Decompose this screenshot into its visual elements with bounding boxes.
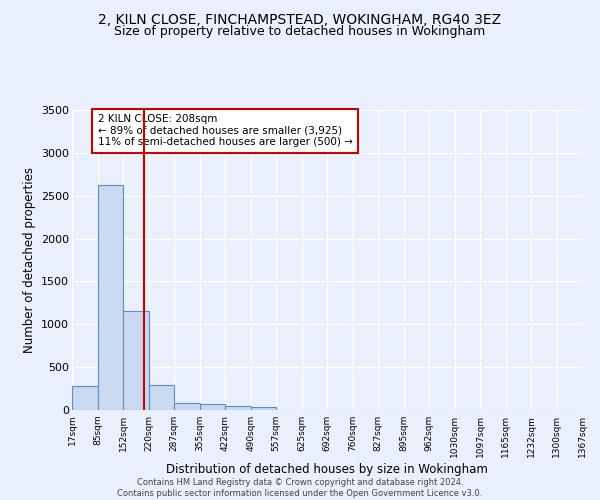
- Bar: [72, 386, 98, 410]
- Bar: [225, 406, 251, 410]
- Bar: [149, 385, 175, 410]
- Bar: [123, 312, 149, 410]
- Text: 2, KILN CLOSE, FINCHAMPSTEAD, WOKINGHAM, RG40 3EZ: 2, KILN CLOSE, FINCHAMPSTEAD, WOKINGHAM,…: [98, 12, 502, 26]
- Text: Contains HM Land Registry data © Crown copyright and database right 2024.
Contai: Contains HM Land Registry data © Crown c…: [118, 478, 482, 498]
- Bar: [174, 402, 200, 410]
- Text: 2 KILN CLOSE: 208sqm
← 89% of detached houses are smaller (3,925)
11% of semi-de: 2 KILN CLOSE: 208sqm ← 89% of detached h…: [98, 114, 353, 148]
- Y-axis label: Number of detached properties: Number of detached properties: [23, 167, 35, 353]
- Text: Size of property relative to detached houses in Wokingham: Size of property relative to detached ho…: [115, 25, 485, 38]
- X-axis label: Distribution of detached houses by size in Wokingham: Distribution of detached houses by size …: [166, 462, 488, 475]
- Bar: [98, 185, 124, 410]
- Bar: [200, 404, 226, 410]
- Bar: [251, 406, 277, 410]
